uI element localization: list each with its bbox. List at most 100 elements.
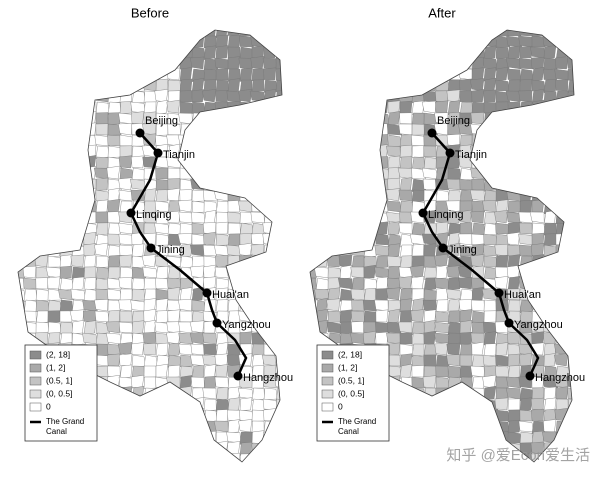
county <box>363 310 378 324</box>
county <box>47 310 61 323</box>
county <box>339 221 353 235</box>
county <box>227 134 242 148</box>
county <box>46 111 61 125</box>
county <box>578 23 592 36</box>
county <box>339 453 353 462</box>
county <box>93 440 109 455</box>
county <box>310 375 317 390</box>
city-label: Beijing <box>145 115 178 127</box>
county <box>261 354 278 367</box>
county <box>191 34 205 48</box>
county <box>579 168 594 179</box>
county <box>190 431 205 444</box>
county <box>251 79 265 93</box>
county <box>47 442 61 456</box>
county <box>155 277 169 290</box>
county <box>326 321 342 334</box>
county <box>58 453 73 462</box>
county <box>555 465 569 476</box>
county <box>530 46 546 59</box>
county <box>59 101 73 114</box>
county <box>580 157 592 168</box>
county <box>250 233 265 246</box>
county <box>251 68 265 81</box>
county <box>107 254 121 269</box>
county <box>95 57 110 71</box>
county <box>18 243 25 257</box>
county <box>470 35 485 48</box>
county <box>204 465 216 476</box>
county <box>107 79 123 93</box>
county <box>275 409 282 424</box>
county <box>459 57 473 70</box>
county <box>22 189 37 202</box>
county <box>351 144 365 160</box>
county <box>363 232 377 247</box>
county <box>131 342 145 356</box>
county <box>422 431 438 444</box>
county <box>94 310 110 323</box>
county <box>555 210 569 225</box>
county <box>542 110 557 125</box>
county <box>375 309 389 323</box>
county <box>375 288 389 301</box>
county <box>59 57 74 71</box>
county <box>33 167 50 180</box>
county <box>23 30 37 38</box>
county <box>435 90 449 103</box>
county <box>275 431 282 444</box>
county <box>543 123 557 136</box>
county <box>131 68 145 83</box>
county <box>189 408 205 422</box>
county <box>447 167 462 180</box>
county <box>18 30 25 38</box>
county <box>165 34 181 48</box>
county <box>398 409 413 422</box>
county <box>239 143 253 158</box>
county <box>350 222 366 235</box>
county <box>143 222 157 235</box>
county <box>531 156 545 170</box>
county <box>531 178 545 191</box>
county <box>471 233 485 246</box>
county <box>156 465 168 477</box>
county <box>23 88 37 105</box>
county <box>18 387 25 400</box>
county <box>310 332 317 345</box>
county <box>580 398 592 411</box>
county <box>178 430 193 444</box>
county <box>435 264 449 279</box>
county <box>327 133 341 147</box>
county <box>310 189 317 203</box>
county <box>399 343 414 356</box>
county <box>338 78 353 92</box>
county <box>167 210 181 224</box>
county <box>399 100 413 114</box>
county <box>18 255 25 268</box>
county <box>130 111 145 125</box>
county <box>495 222 510 235</box>
county <box>167 342 181 357</box>
county <box>95 78 109 93</box>
county <box>142 465 156 476</box>
county <box>131 288 145 301</box>
county <box>399 68 414 81</box>
county <box>410 409 426 422</box>
county <box>507 299 521 313</box>
county <box>178 211 194 224</box>
county <box>47 200 61 213</box>
county <box>471 30 485 37</box>
county <box>310 442 317 455</box>
county <box>71 211 86 224</box>
county <box>326 145 342 158</box>
legend-label: (2, 18] <box>338 349 362 359</box>
county <box>566 56 574 70</box>
county <box>95 123 109 136</box>
county <box>69 309 85 323</box>
county <box>531 99 545 114</box>
county <box>107 453 121 462</box>
county <box>423 288 439 301</box>
county <box>23 79 38 92</box>
county <box>130 101 146 114</box>
county <box>507 353 521 367</box>
